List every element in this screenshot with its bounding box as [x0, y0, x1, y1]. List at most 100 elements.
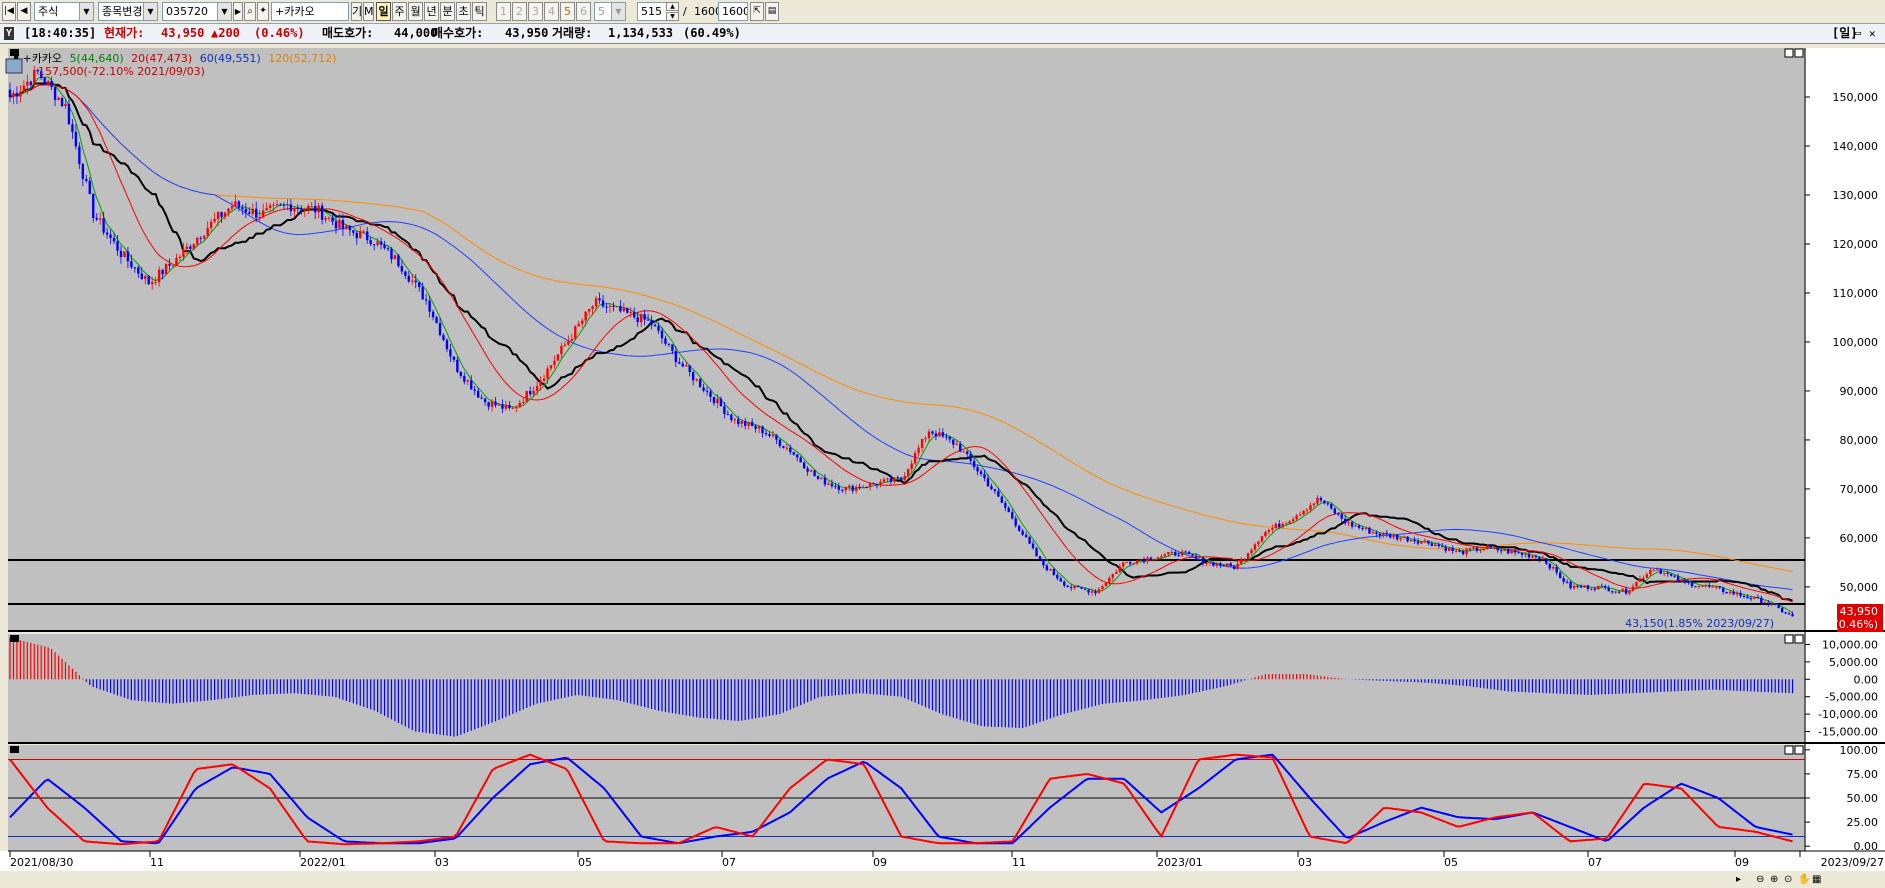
period-year[interactable]: 년 [424, 2, 439, 21]
candle [223, 212, 227, 217]
legend-ma60: 60(49,551) [200, 52, 261, 65]
code-input[interactable]: 035720 ▼ [162, 2, 232, 21]
candle [272, 204, 275, 206]
candle [379, 241, 383, 245]
legend-ma5: 5(44,640) [70, 52, 124, 65]
expand-icon[interactable]: ⇱ [750, 2, 764, 21]
minute-5[interactable]: 5 [560, 2, 575, 21]
close-icon[interactable]: ✕ [1869, 27, 1876, 40]
candle [81, 163, 85, 179]
candle [57, 98, 60, 100]
chevron-down-icon[interactable]: ▼ [79, 3, 93, 20]
macd-chart[interactable] [9, 637, 1794, 737]
kibon-button[interactable]: 기 [351, 2, 362, 21]
panel-menu-icon[interactable] [10, 49, 19, 56]
m-button[interactable]: M [363, 2, 374, 21]
price-chart[interactable] [8, 65, 1805, 617]
candle [934, 433, 938, 437]
minute-3[interactable]: 3 [528, 2, 543, 21]
candle [1510, 550, 1513, 554]
close-panel-icon[interactable] [1794, 634, 1804, 644]
scroll-right-icon[interactable]: ▸ [1736, 874, 1741, 885]
next-icon[interactable]: ▶ [233, 2, 243, 21]
candle [1621, 588, 1624, 592]
candle [1538, 557, 1541, 560]
horizontal-scrollbar[interactable] [0, 871, 1885, 885]
zoom-out-icon[interactable]: ⊖ [1756, 874, 1764, 885]
candle [383, 244, 386, 249]
candle [421, 286, 424, 300]
minute-1[interactable]: 1 [496, 2, 511, 21]
candle [785, 447, 789, 449]
high-annotation: 157,500(-72.10% 2021/09/03) [38, 65, 205, 78]
name-input[interactable]: +카카오 [271, 2, 349, 21]
candle [50, 80, 53, 88]
candle [965, 451, 969, 454]
fit-icon[interactable]: ▦ [1812, 874, 1821, 885]
candle [1711, 586, 1714, 588]
period-day[interactable]: 일 [376, 2, 391, 21]
total-label: 1600 [694, 5, 722, 18]
zoom-reset-icon[interactable]: ⊙ [1784, 874, 1792, 885]
minute-4[interactable]: 4 [544, 2, 559, 21]
close-panel-icon[interactable] [1794, 745, 1804, 755]
period-second[interactable]: 초 [456, 2, 471, 21]
candle [1014, 518, 1017, 526]
restore-icon[interactable]: ▭ [1855, 28, 1862, 39]
panel-menu-icon[interactable] [10, 746, 19, 753]
candle [522, 401, 525, 403]
candle [220, 212, 223, 217]
candle [157, 269, 161, 283]
candle [1333, 508, 1336, 514]
search-icon[interactable]: ⌕ [244, 2, 256, 21]
hand-icon[interactable]: ✋ [1798, 872, 1810, 885]
period-week[interactable]: 주 [392, 2, 407, 21]
chevron-down-icon[interactable]: ▼ [611, 3, 625, 20]
minute-2[interactable]: 2 [512, 2, 527, 21]
candle [334, 221, 338, 229]
chevron-down-icon[interactable]: ▼ [143, 3, 157, 20]
pin-icon[interactable]: ✦ [257, 2, 269, 21]
prev-icon[interactable]: ◀ [17, 2, 31, 21]
panel-menu-icon[interactable] [10, 635, 19, 642]
candle [1451, 547, 1454, 552]
total-input[interactable]: 1600 [718, 2, 748, 21]
xtick-label: 11 [150, 856, 164, 869]
close-panel-icon[interactable] [1794, 48, 1804, 58]
ytick-label: 60,000 [1840, 532, 1879, 545]
candle [1659, 569, 1662, 574]
spin-up-icon[interactable]: ▲ [666, 2, 679, 11]
maximize-icon[interactable] [1784, 745, 1794, 755]
minute-6[interactable]: 6 [576, 2, 591, 21]
candle [1541, 558, 1545, 560]
candle [1635, 581, 1638, 587]
first-icon[interactable]: |◀ [2, 2, 16, 21]
candle [1441, 546, 1444, 548]
candle [1128, 562, 1132, 564]
chevron-down-icon[interactable]: ▼ [217, 3, 231, 20]
candle [1312, 503, 1316, 506]
minute-select[interactable]: 5 ▼ [594, 2, 626, 21]
candle [1663, 572, 1666, 574]
settings-icon[interactable]: ▤ [765, 2, 779, 21]
candle [1486, 545, 1489, 549]
candle [581, 320, 584, 324]
market-select[interactable]: 주식 ▼ [34, 2, 94, 21]
candle [275, 204, 279, 206]
home-icon[interactable] [5, 58, 23, 74]
candle [1253, 544, 1257, 550]
maximize-icon[interactable] [1784, 48, 1794, 58]
zoom-in-icon[interactable]: ⊕ [1770, 874, 1778, 885]
candle [1454, 550, 1458, 552]
spin-down-icon[interactable]: ▼ [666, 12, 679, 21]
maximize-icon[interactable] [1784, 634, 1794, 644]
stochastic-chart[interactable] [8, 753, 1805, 846]
candle [653, 324, 657, 327]
candle [119, 250, 123, 257]
period-month[interactable]: 월 [408, 2, 423, 21]
period-tick[interactable]: 틱 [472, 2, 487, 21]
candle [629, 311, 632, 313]
candle [1323, 500, 1326, 504]
period-minute[interactable]: 분 [440, 2, 455, 21]
change-select[interactable]: 종목변경 ▼ [98, 2, 158, 21]
